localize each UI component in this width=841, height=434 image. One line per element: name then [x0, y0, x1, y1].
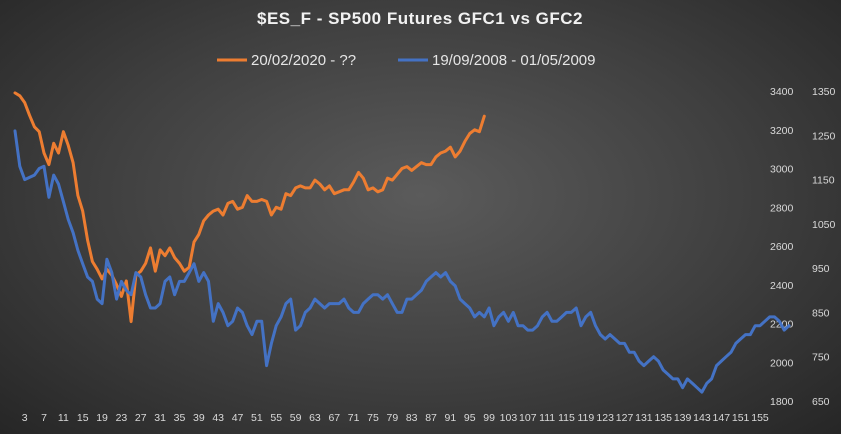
right-axis-tick-label: 1150: [812, 175, 835, 187]
x-axis-tick-label: 99: [483, 412, 495, 424]
x-axis-tick-label: 103: [500, 412, 518, 424]
x-axis-tick-label: 43: [212, 412, 224, 424]
left-axis-tick-label: 3200: [770, 125, 794, 137]
x-axis-tick-label: 27: [135, 412, 147, 424]
x-axis-tick-label: 139: [674, 412, 692, 424]
x-axis-tick-label: 51: [251, 412, 263, 424]
x-axis-tick-label: 87: [425, 412, 437, 424]
x-axis-tick-label: 55: [270, 412, 282, 424]
x-axis-tick-label: 15: [77, 412, 89, 424]
x-axis-tick-label: 83: [406, 412, 418, 424]
x-axis-tick-label: 155: [751, 412, 769, 424]
left-axis-tick-label: 2000: [770, 357, 794, 369]
series-line-2020: [13, 91, 486, 324]
x-axis-ticks: 3 7 11 15 19 23 27 31 35 39 43 47 51 55 59 63 67 71 75 79 83…: [22, 412, 769, 424]
x-axis-tick-label: 23: [116, 412, 128, 424]
x-axis-tick-label: 79: [386, 412, 398, 424]
right-axis-tick-label: 1050: [812, 219, 836, 231]
x-axis-tick-label: 47: [232, 412, 244, 424]
x-axis-tick-label: 63: [309, 412, 321, 424]
left-axis-tick-label: 3400: [770, 86, 794, 98]
x-axis-tick-label: 39: [193, 412, 205, 424]
left-axis-tick-label: 2600: [770, 241, 794, 253]
x-axis-tick-label: 151: [732, 412, 750, 424]
x-axis-tick-label: 75: [367, 412, 379, 424]
right-axis-tick-label: 850: [812, 307, 830, 319]
x-axis-tick-label: 107: [519, 412, 537, 424]
x-axis-tick-label: 147: [713, 412, 731, 424]
x-axis-tick-label: 35: [174, 412, 186, 424]
legend-label-2020: 20/02/2020 - ??: [251, 52, 356, 69]
x-axis-tick-label: 71: [348, 412, 360, 424]
left-axis-tick-label: 1800: [770, 396, 794, 408]
x-axis-tick-label: 11: [58, 412, 69, 424]
x-axis-tick-label: 31: [154, 412, 166, 424]
x-axis-tick-label: 91: [445, 412, 457, 424]
right-axis-tick-label: 650: [812, 396, 830, 408]
left-axis-tick-label: 3000: [770, 164, 794, 176]
x-axis-tick-label: 115: [558, 412, 575, 424]
left-axis-tick-label: 2400: [770, 280, 794, 292]
x-axis-tick-label: 127: [616, 412, 634, 424]
x-axis-tick-label: 143: [693, 412, 711, 424]
x-axis-tick-label: 95: [464, 412, 476, 424]
series-line-2008: [13, 129, 791, 394]
right-axis-tick-label: 750: [812, 352, 830, 364]
x-axis-tick-label: 7: [41, 412, 47, 424]
legend: 20/02/2020 - ?? 19/09/2008 - 01/05/2009: [217, 52, 595, 69]
x-axis-tick-label: 135: [654, 412, 672, 424]
right-axis-tick-label: 950: [812, 263, 830, 275]
chart-title: $ES_F - SP500 Futures GFC1 vs GFC2: [257, 9, 583, 28]
right-axis-tick-label: 1350: [812, 86, 836, 98]
x-axis-tick-label: 119: [577, 412, 594, 424]
legend-label-2008: 19/09/2008 - 01/05/2009: [432, 52, 595, 69]
right-axis-tick-label: 1250: [812, 130, 836, 142]
x-axis-tick-label: 3: [22, 412, 28, 424]
x-axis-tick-label: 123: [596, 412, 614, 424]
plot-area: [13, 91, 791, 394]
x-axis-tick-label: 131: [635, 412, 653, 424]
x-axis-tick-label: 111: [539, 412, 555, 424]
x-axis-tick-label: 59: [290, 412, 302, 424]
x-axis-tick-label: 19: [96, 412, 108, 424]
left-axis-tick-label: 2800: [770, 202, 794, 214]
right-axis-ticks: 650 750 850 950 1050 1150 1250 1350: [812, 86, 836, 408]
x-axis-tick-label: 67: [328, 412, 340, 424]
